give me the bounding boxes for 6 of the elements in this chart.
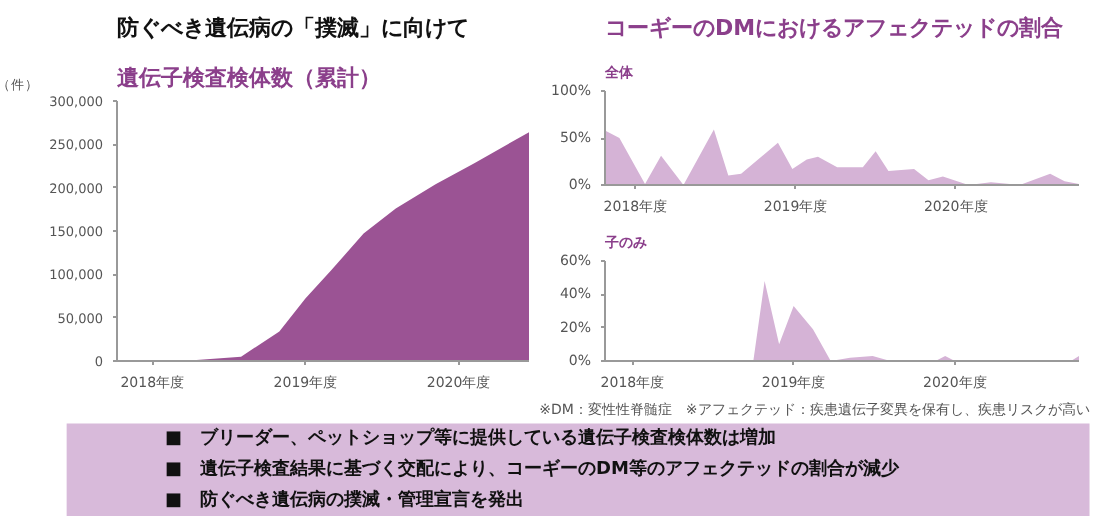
text: ■ 遺伝子検査結果に基づく交配により、コーギーのDM等のアフェクテッドの割合が減少 (165, 458, 901, 481)
chart-title: 防ぐべき遺伝病の「撲滅」に向けて (117, 15, 469, 41)
text: ■ 防ぐべき遺伝病の撲滅・管理宣言を発出 (165, 489, 525, 512)
chart-title: コーギーのDMにおけるアフェクテッドの割合 (605, 15, 1066, 41)
text: ■ ブリーダー、ペットショップ等に提供している遺伝子検査検体数は増加 (165, 425, 777, 449)
chart-subtitle: 遺伝子検査検体数（累計） (115, 65, 381, 91)
